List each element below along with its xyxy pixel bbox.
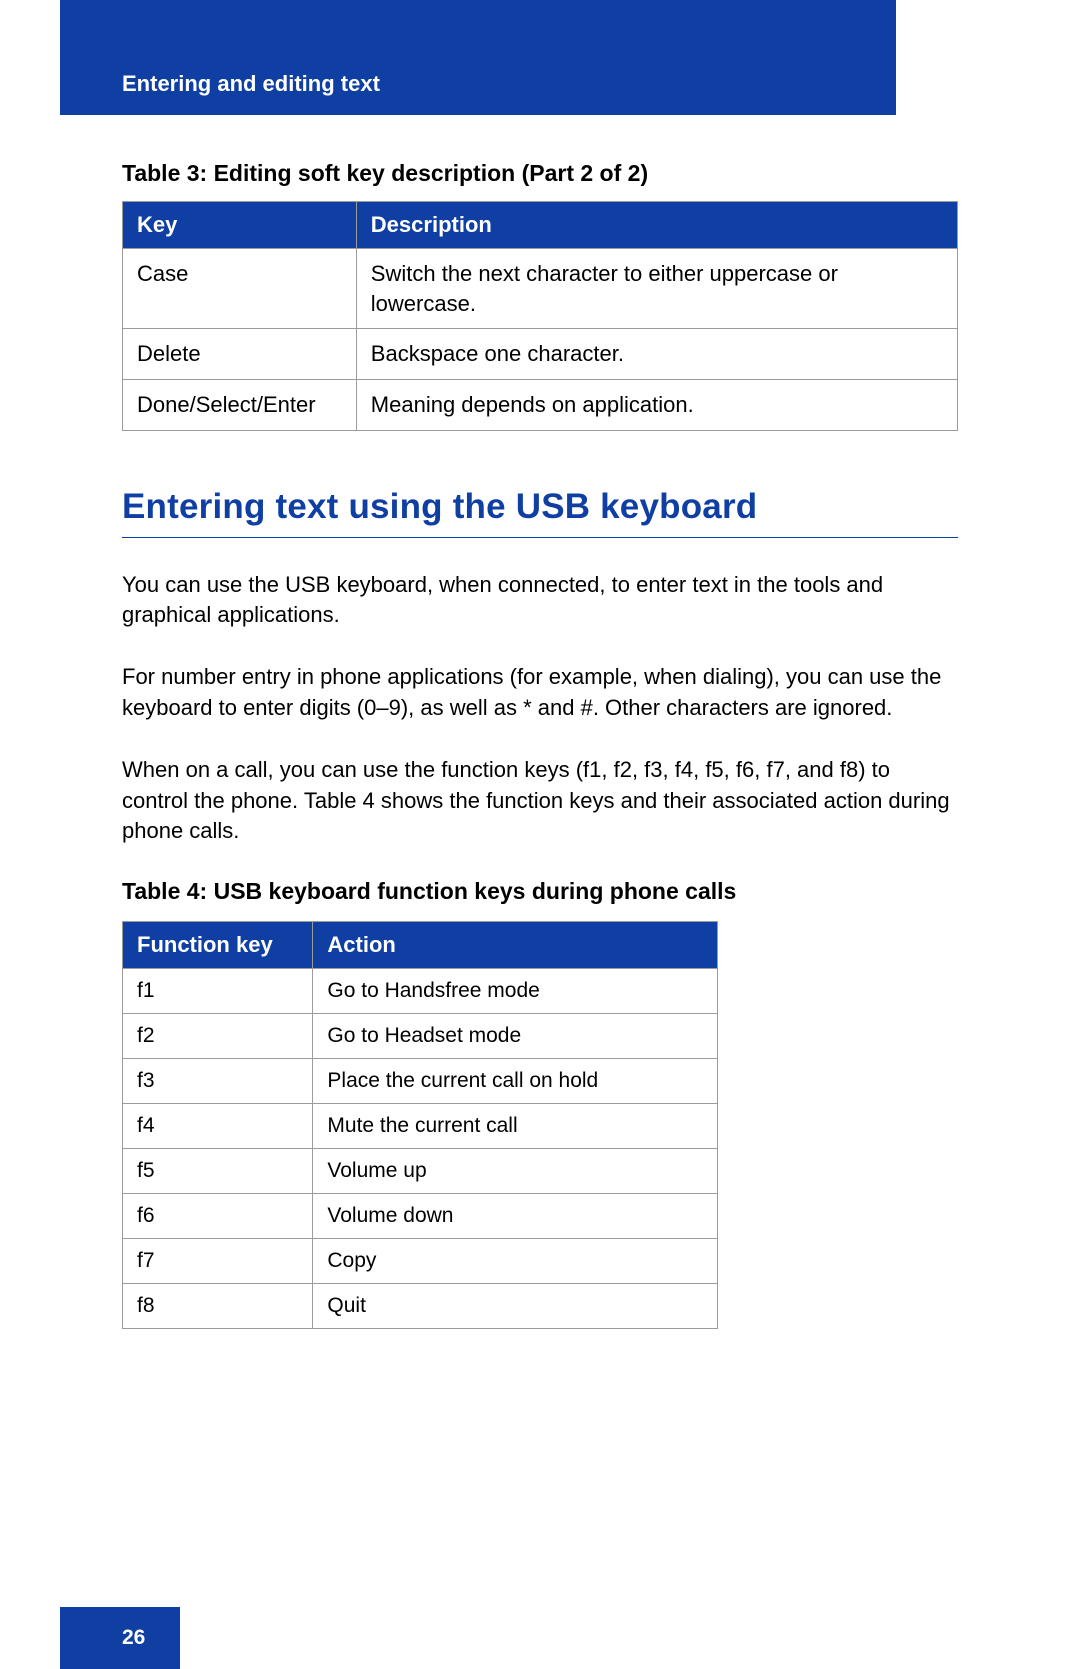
table3-cell-desc: Switch the next character to either uppe…	[356, 249, 957, 329]
table-row: f3 Place the current call on hold	[123, 1059, 718, 1104]
body-paragraph: You can use the USB keyboard, when conne…	[122, 570, 958, 631]
table3-cell-desc: Backspace one character.	[356, 329, 957, 380]
page-header-bar: Entering and editing text	[60, 0, 896, 115]
table-row: Done/Select/Enter Meaning depends on app…	[123, 380, 958, 431]
table4-cell-key: f1	[123, 969, 313, 1014]
table4-cell-action: Mute the current call	[313, 1104, 718, 1149]
table-row: Case Switch the next character to either…	[123, 249, 958, 329]
table4-cell-action: Place the current call on hold	[313, 1059, 718, 1104]
table3-cell-key: Done/Select/Enter	[123, 380, 357, 431]
body-paragraph: When on a call, you can use the function…	[122, 755, 958, 846]
table4-cell-action: Volume up	[313, 1149, 718, 1194]
table3-cell-key: Case	[123, 249, 357, 329]
table-row: f2 Go to Headset mode	[123, 1014, 718, 1059]
table4-header-action: Action	[313, 922, 718, 969]
table3-cell-key: Delete	[123, 329, 357, 380]
table-row: f5 Volume up	[123, 1149, 718, 1194]
table-row: Delete Backspace one character.	[123, 329, 958, 380]
table4-cell-key: f7	[123, 1239, 313, 1284]
table3: Key Description Case Switch the next cha…	[122, 201, 958, 431]
table4-cell-action: Go to Handsfree mode	[313, 969, 718, 1014]
table3-cell-desc: Meaning depends on application.	[356, 380, 957, 431]
table3-caption: Table 3: Editing soft key description (P…	[122, 160, 958, 187]
section-heading-usb-keyboard: Entering text using the USB keyboard	[122, 487, 958, 538]
table3-header-key: Key	[123, 202, 357, 249]
table4-cell-action: Go to Headset mode	[313, 1014, 718, 1059]
table3-header-row: Key Description	[123, 202, 958, 249]
table-row: f7 Copy	[123, 1239, 718, 1284]
table4-caption: Table 4: USB keyboard function keys duri…	[122, 878, 958, 905]
table4-cell-key: f4	[123, 1104, 313, 1149]
table4-cell-key: f5	[123, 1149, 313, 1194]
page-footer-bar: 26	[60, 1607, 180, 1669]
table4-container: Function key Action f1 Go to Handsfree m…	[122, 921, 718, 1329]
table4-cell-action: Quit	[313, 1284, 718, 1329]
body-paragraph: For number entry in phone applications (…	[122, 662, 958, 723]
table4-cell-action: Copy	[313, 1239, 718, 1284]
table3-header-description: Description	[356, 202, 957, 249]
table4-cell-action: Volume down	[313, 1194, 718, 1239]
page-header-title: Entering and editing text	[122, 71, 380, 97]
table4-cell-key: f6	[123, 1194, 313, 1239]
table4-header-function-key: Function key	[123, 922, 313, 969]
table4-cell-key: f8	[123, 1284, 313, 1329]
table-row: f1 Go to Handsfree mode	[123, 969, 718, 1014]
table4-header-row: Function key Action	[123, 922, 718, 969]
table-row: f8 Quit	[123, 1284, 718, 1329]
document-page: Entering and editing text Table 3: Editi…	[0, 0, 1080, 1669]
table4-cell-key: f3	[123, 1059, 313, 1104]
page-content: Table 3: Editing soft key description (P…	[122, 160, 958, 1329]
table-row: f6 Volume down	[123, 1194, 718, 1239]
table4-cell-key: f2	[123, 1014, 313, 1059]
table-row: f4 Mute the current call	[123, 1104, 718, 1149]
page-number: 26	[122, 1626, 145, 1650]
table4: Function key Action f1 Go to Handsfree m…	[122, 921, 718, 1329]
